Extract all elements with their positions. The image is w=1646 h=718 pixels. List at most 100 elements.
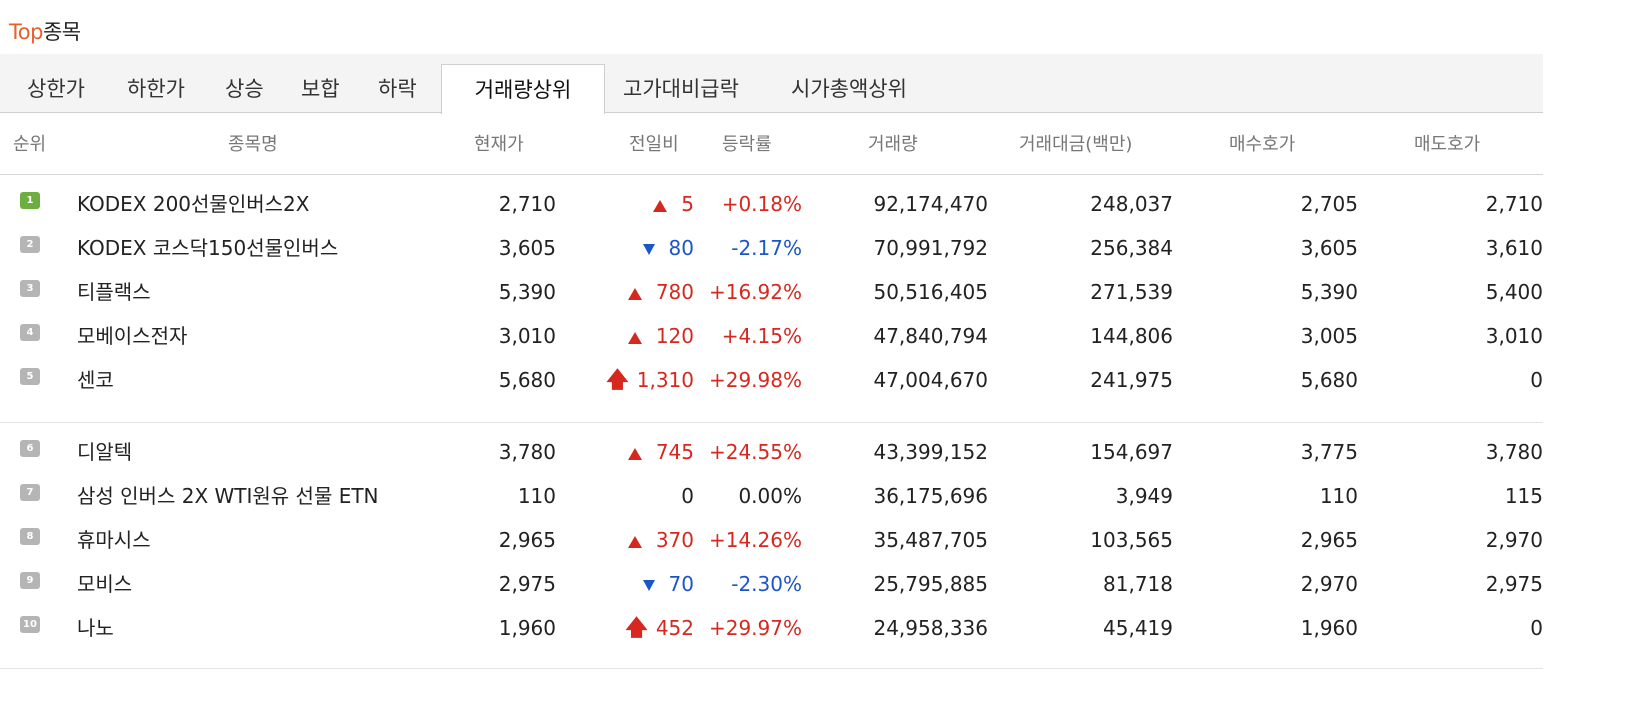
change-value: 780 (627, 262, 694, 306)
col-amount: 거래대금(백만) (1019, 134, 1133, 155)
stock-name-link[interactable]: 디알텍 (77, 440, 133, 464)
change-rate: -2.30% (731, 572, 802, 596)
bid-price: 110 (1319, 484, 1358, 508)
trade-amount: 144,806 (1090, 324, 1173, 348)
ask-price: 2,970 (1485, 528, 1543, 552)
table-row[interactable]: 7 삼성 인버스 2X WTI원유 선물 ETN 110 0 0.00% 36,175,6… (0, 466, 1543, 510)
trade-amount: 103,565 (1090, 528, 1173, 552)
table-row[interactable]: 1 KODEX 200선물인버스2X 2,710 5 +0.18% 92,174,470 2… (0, 174, 1543, 218)
current-price: 3,605 (498, 236, 556, 260)
stock-name-link[interactable]: 삼성 인버스 2X WTI원유 선물 ETN (77, 484, 379, 508)
up-triangle-icon (627, 332, 642, 344)
bid-price: 2,970 (1300, 572, 1358, 596)
upper-limit-arrow-icon: 🡅 (625, 616, 648, 641)
change-rate: 0.00% (738, 484, 802, 508)
table-row[interactable]: 6 디알텍 3,780 745 +24.55% 43,399,152 154,697 3,77… (0, 422, 1543, 466)
change-value: 80 (642, 218, 694, 262)
change-amount: 745 (655, 440, 694, 464)
volume: 25,795,885 (873, 572, 988, 596)
up-triangle-icon (627, 288, 642, 300)
change-value: 370 (627, 510, 694, 554)
current-price: 5,390 (498, 280, 556, 304)
change-amount: 452 (655, 616, 694, 640)
volume: 92,174,470 (873, 192, 988, 216)
ask-price: 0 (1530, 368, 1543, 392)
change-amount: 1,310 (636, 368, 694, 392)
stock-name-link[interactable]: 센코 (77, 368, 114, 392)
rank-badge: 3 (20, 280, 40, 297)
tab-upper-limit[interactable]: 상한가 (27, 77, 85, 101)
stock-name-link[interactable]: KODEX 200선물인버스2X (77, 192, 310, 216)
rank-badge: 2 (20, 236, 40, 253)
bid-price: 5,680 (1300, 368, 1358, 392)
volume: 50,516,405 (873, 280, 988, 304)
col-ask: 매도호가 (1414, 134, 1481, 155)
ask-price: 3,780 (1485, 440, 1543, 464)
col-rank: 순위 (13, 134, 47, 155)
trade-amount: 248,037 (1090, 192, 1173, 216)
table-row[interactable]: 5 센코 5,680 🡅 1,310 +29.98% 47,004,670 241,975 5,… (0, 350, 1543, 394)
tab-volume-top[interactable]: 거래량상위 (441, 64, 605, 114)
trade-amount: 241,975 (1090, 368, 1173, 392)
bid-price: 1,960 (1300, 616, 1358, 640)
down-triangle-icon (642, 244, 655, 255)
tab-bar: 상한가 하한가 상승 보합 하락 거래량상위 고가대비급락 시가총액상위 (0, 54, 1543, 114)
stock-name-link[interactable]: 모비스 (77, 572, 133, 596)
bid-price: 5,390 (1300, 280, 1358, 304)
table-row[interactable]: 8 휴마시스 2,965 370 +14.26% 35,487,705 103,565 2,9… (0, 510, 1543, 554)
change-value: 🡅 452 (625, 598, 694, 642)
tab-sharp-drop[interactable]: 고가대비급락 (623, 77, 739, 101)
stock-name-link[interactable]: 모베이스전자 (77, 324, 188, 348)
volume: 24,958,336 (873, 616, 988, 640)
down-triangle-icon (642, 580, 655, 591)
bid-price: 2,965 (1300, 528, 1358, 552)
change-value: 0 (681, 466, 694, 510)
col-price: 현재가 (474, 134, 524, 155)
change-rate: -2.17% (731, 236, 802, 260)
rank-badge: 5 (20, 368, 40, 385)
ask-price: 115 (1504, 484, 1543, 508)
change-value: 5 (653, 174, 694, 218)
rank-badge: 6 (20, 440, 40, 457)
tab-fall[interactable]: 하락 (378, 77, 417, 101)
change-amount: 120 (655, 324, 694, 348)
rank-badge: 7 (20, 484, 40, 501)
stock-name-link[interactable]: 나노 (77, 616, 114, 640)
table-row[interactable]: 3 티플랙스 5,390 780 +16.92% 50,516,405 271,539 5,3… (0, 262, 1543, 306)
rank-badge: 4 (20, 324, 40, 341)
table-row[interactable]: 10 나노 1,960 🡅 452 +29.97% 24,958,336 45,419 1,96… (0, 598, 1543, 642)
table-row[interactable]: 2 KODEX 코스닥150선물인버스 3,605 80 -2.17% 70,991,79… (0, 218, 1543, 262)
volume: 35,487,705 (873, 528, 988, 552)
up-triangle-icon (627, 536, 642, 548)
volume: 36,175,696 (873, 484, 988, 508)
stock-name-link[interactable]: KODEX 코스닥150선물인버스 (77, 236, 339, 260)
bid-price: 3,005 (1300, 324, 1358, 348)
ask-price: 5,400 (1485, 280, 1543, 304)
current-price: 3,780 (498, 440, 556, 464)
stock-name-link[interactable]: 티플랙스 (77, 280, 151, 304)
trade-amount: 81,718 (1103, 572, 1173, 596)
table-row[interactable]: 4 모베이스전자 3,010 120 +4.15% 47,840,794 144,806 3,… (0, 306, 1543, 350)
change-rate: +4.15% (721, 324, 802, 348)
current-price: 110 (517, 484, 556, 508)
tab-rise[interactable]: 상승 (225, 77, 264, 101)
tab-lower-limit[interactable]: 하한가 (127, 77, 185, 101)
title-rest: 종목 (42, 20, 81, 44)
change-rate: +24.55% (708, 440, 802, 464)
change-amount: 370 (655, 528, 694, 552)
bid-price: 3,775 (1300, 440, 1358, 464)
change-amount: 780 (655, 280, 694, 304)
change-amount: 0 (681, 484, 694, 508)
table-row[interactable]: 9 모비스 2,975 70 -2.30% 25,795,885 81,718 2,970 2,… (0, 554, 1543, 598)
table-bottom-border (0, 668, 1543, 669)
volume: 47,840,794 (873, 324, 988, 348)
change-amount: 80 (668, 236, 694, 260)
stock-name-link[interactable]: 휴마시스 (77, 528, 151, 552)
tab-market-cap-top[interactable]: 시가총액상위 (791, 77, 907, 101)
trade-amount: 256,384 (1090, 236, 1173, 260)
tab-flat[interactable]: 보합 (301, 77, 340, 101)
volume: 43,399,152 (873, 440, 988, 464)
current-price: 5,680 (498, 368, 556, 392)
title-accent: Top (9, 20, 43, 44)
ask-price: 3,010 (1485, 324, 1543, 348)
